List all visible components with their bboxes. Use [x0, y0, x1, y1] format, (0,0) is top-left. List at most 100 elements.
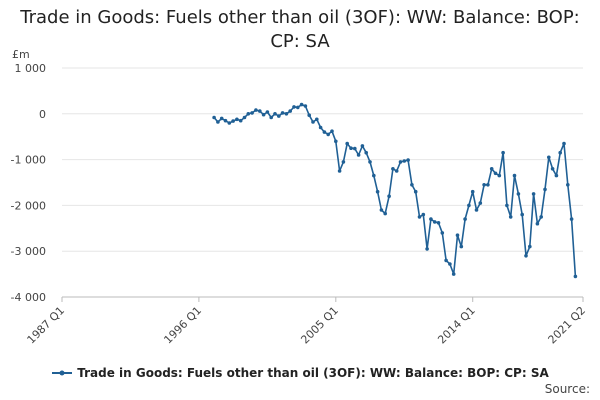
legend-marker — [59, 370, 65, 376]
data-point — [573, 274, 578, 279]
data-point — [486, 183, 490, 187]
data-point — [250, 111, 254, 115]
data-point — [569, 217, 574, 221]
y-tick-label: -1 000 — [11, 154, 46, 167]
data-point — [489, 167, 494, 171]
data-point — [398, 160, 403, 164]
data-point — [322, 130, 327, 134]
series-line — [213, 103, 577, 277]
data-point — [394, 169, 399, 173]
data-point — [364, 150, 369, 155]
data-point — [406, 158, 410, 162]
data-point — [383, 211, 388, 216]
data-point — [353, 146, 357, 151]
data-point — [547, 155, 551, 160]
data-point — [273, 112, 277, 116]
data-point — [539, 215, 543, 219]
data-point — [379, 208, 384, 212]
y-unit-label: £m — [12, 48, 30, 61]
data-point — [307, 113, 312, 117]
data-point — [410, 183, 414, 187]
series-layer — [212, 102, 578, 279]
data-point — [558, 150, 562, 155]
x-tick-label: 2005 Q1 — [298, 304, 341, 347]
legend: Trade in Goods: Fuels other than oil (3O… — [0, 366, 600, 380]
data-point — [512, 173, 517, 178]
data-point — [497, 173, 502, 178]
legend-label: Trade in Goods: Fuels other than oil (3O… — [77, 366, 549, 380]
data-point — [265, 110, 270, 114]
data-point — [368, 160, 372, 164]
data-point — [425, 247, 429, 251]
data-point — [231, 119, 235, 123]
data-point — [531, 192, 536, 196]
data-point — [493, 171, 498, 176]
data-point — [238, 118, 243, 123]
data-point — [375, 189, 380, 194]
source-label: Source: — [544, 382, 590, 396]
data-point — [413, 189, 418, 194]
data-point — [311, 120, 315, 124]
y-tick-label: 1 000 — [15, 62, 47, 75]
data-point — [246, 112, 251, 116]
y-tick-label: -2 000 — [11, 199, 46, 212]
data-point — [436, 221, 441, 225]
gridlines — [62, 67, 583, 298]
data-point — [470, 189, 475, 194]
y-tick-label: -3 000 — [11, 245, 46, 258]
data-point — [440, 231, 445, 235]
x-tick-label: 1987 Q1 — [25, 304, 68, 347]
data-point — [223, 118, 228, 123]
data-point — [474, 208, 479, 212]
x-tick-label: 2014 Q1 — [435, 304, 478, 347]
data-point — [326, 132, 331, 137]
data-point — [315, 117, 319, 122]
data-point — [254, 108, 258, 112]
data-point — [391, 167, 395, 171]
data-point — [482, 183, 486, 187]
data-point — [341, 160, 346, 164]
data-point — [216, 120, 220, 124]
data-point — [566, 183, 570, 187]
data-point — [387, 194, 391, 198]
data-point — [508, 215, 513, 219]
data-point — [296, 105, 300, 110]
data-point — [330, 129, 334, 133]
data-point — [235, 117, 239, 122]
chart-title: Trade in Goods: Fuels other than oil (3O… — [20, 7, 580, 52]
data-point — [219, 116, 224, 121]
data-point — [337, 169, 342, 173]
data-point — [212, 115, 216, 120]
data-point — [505, 203, 509, 208]
data-point — [269, 115, 274, 120]
data-point — [345, 141, 350, 146]
data-point — [258, 109, 262, 113]
data-point — [421, 212, 426, 217]
y-tick-label: 0 — [39, 108, 46, 121]
legend-swatch — [52, 370, 73, 376]
data-point — [524, 254, 528, 258]
data-point — [550, 167, 555, 171]
data-point — [432, 220, 437, 224]
data-point — [261, 112, 266, 117]
data-point — [467, 203, 471, 208]
data-point — [402, 159, 407, 163]
data-point — [284, 112, 289, 116]
data-point — [562, 141, 566, 146]
data-point — [528, 244, 532, 249]
data-point — [318, 125, 323, 130]
data-point — [372, 173, 376, 178]
data-point — [459, 244, 464, 249]
data-point — [535, 221, 540, 226]
data-point — [455, 233, 460, 237]
y-tick-label: -4 000 — [11, 291, 46, 304]
data-point — [227, 121, 232, 125]
data-point — [242, 115, 247, 120]
data-point — [303, 104, 308, 108]
data-point — [356, 153, 361, 157]
data-point — [288, 109, 293, 113]
data-point — [349, 146, 353, 150]
data-point — [463, 217, 467, 221]
